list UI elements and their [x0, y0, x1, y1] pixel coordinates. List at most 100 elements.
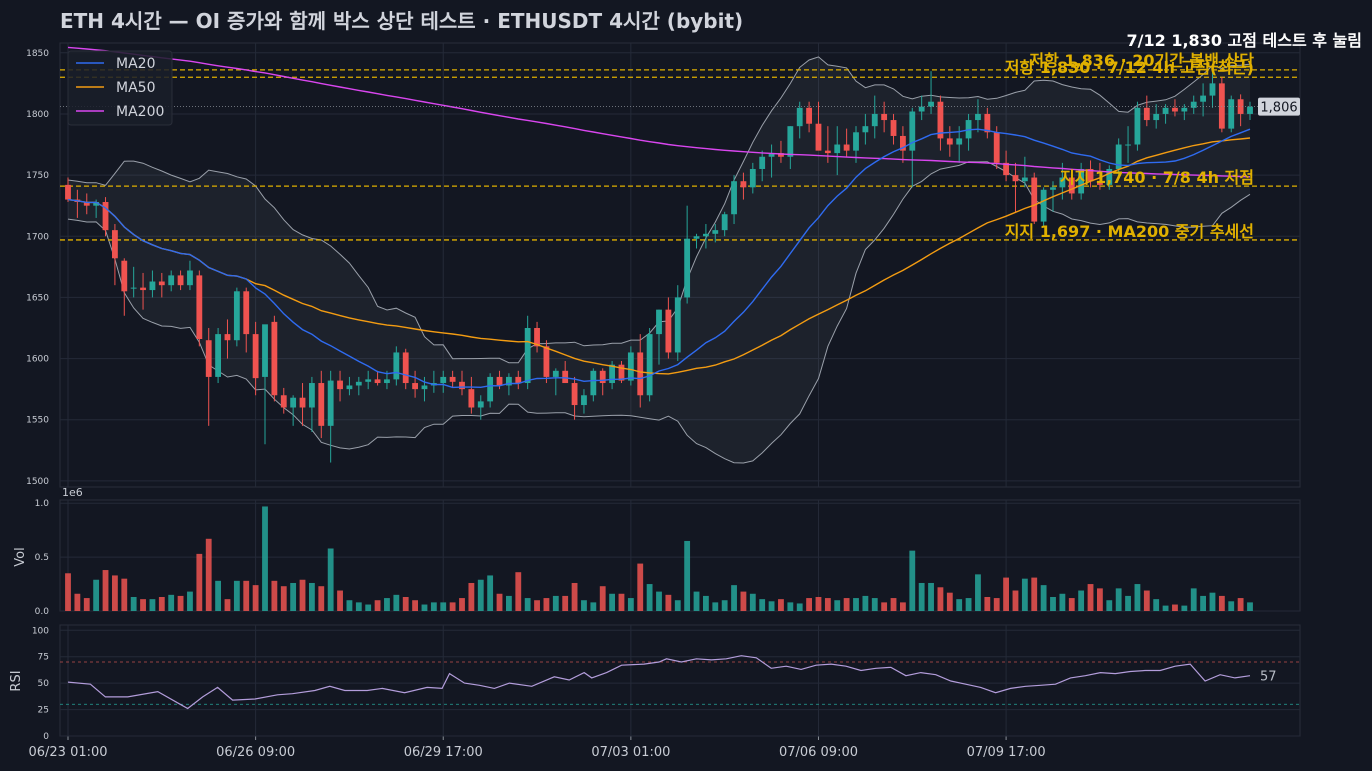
candle-body [890, 120, 897, 136]
volume-bar [562, 595, 569, 611]
volume-bar [862, 595, 869, 611]
candle-body [993, 132, 1000, 163]
rsi-panel [59, 624, 1301, 737]
candle-body [1218, 83, 1225, 129]
candle-body [224, 334, 231, 341]
x-tick-label: 06/23 01:00 [28, 745, 107, 760]
volume-bar [421, 604, 428, 611]
volume-bar [374, 600, 381, 611]
candle-body [749, 168, 756, 188]
volume-bar [149, 599, 156, 611]
volume-bar [440, 602, 447, 611]
volume-bar [299, 579, 306, 611]
candle-body [1153, 113, 1160, 121]
volume-bar [308, 582, 315, 611]
volume-bar [1237, 598, 1244, 611]
candle-body [1031, 177, 1038, 222]
legend-label: MA200 [116, 104, 164, 120]
price-panel [59, 42, 1301, 488]
volume-bar [384, 598, 390, 611]
volume-bar [609, 593, 616, 611]
candle-body [1172, 107, 1178, 112]
candle-body [1040, 189, 1047, 222]
candle-body [627, 352, 634, 381]
candle-body [609, 364, 616, 384]
volume-bar [590, 602, 597, 611]
candle-body [599, 370, 606, 384]
candle-body [646, 334, 653, 396]
volume-multiplier: 1e6 [62, 486, 83, 499]
volume-bar [93, 579, 100, 611]
volume-bar [702, 595, 709, 611]
bollinger-band-fill [68, 56, 1250, 464]
volume-bar [956, 599, 963, 611]
volume-bar [749, 593, 756, 611]
rsi-tick-label: 25 [38, 706, 49, 716]
candle-body [1200, 95, 1207, 102]
candle-body [637, 352, 644, 396]
candle-body [140, 287, 146, 291]
candle-body [308, 383, 315, 408]
candle-body [205, 340, 212, 377]
candle-body [271, 321, 278, 396]
candle-body [946, 138, 953, 145]
candle-body [843, 144, 850, 151]
rsi-last-value: 57 [1260, 670, 1277, 685]
x-tick-label: 07/06 09:00 [779, 745, 858, 760]
candle-body [327, 380, 334, 426]
candle-body [280, 395, 287, 408]
volume-bar [1059, 593, 1066, 611]
volume-bar [618, 593, 625, 611]
volume-bar [1172, 604, 1178, 611]
candle-body [1190, 101, 1197, 108]
candle-body [1125, 144, 1131, 146]
candle-body [158, 281, 165, 286]
volume-bar [646, 584, 653, 611]
volume-bar [346, 600, 353, 611]
volume-bar [1003, 577, 1010, 611]
volume-bar [1050, 596, 1056, 611]
volume-bar [1190, 588, 1197, 611]
candle-body [1143, 107, 1150, 121]
candle-body [1247, 106, 1253, 114]
last-price-label: 1,806 [1260, 101, 1297, 116]
candle-body [1106, 168, 1113, 185]
volume-bar [252, 585, 259, 611]
candle-body [562, 370, 569, 384]
candle-body [262, 324, 268, 377]
candle-body [984, 113, 991, 133]
volume-bar [243, 580, 250, 611]
volume-bar [674, 600, 681, 611]
last-price-badge [1258, 97, 1300, 116]
candle-body [834, 144, 841, 154]
volume-bar [712, 602, 719, 611]
candle-body [252, 334, 259, 379]
candle-body [796, 107, 803, 127]
volume-bar [984, 596, 991, 611]
candle-body [111, 230, 118, 259]
volume-bar [177, 595, 184, 611]
volume-bar [1087, 584, 1094, 611]
volume-bar [459, 598, 465, 611]
volume-bar [1040, 585, 1047, 611]
volume-bar [890, 598, 897, 611]
candle-body [693, 236, 700, 239]
volume-bar [599, 586, 606, 611]
x-tick-label: 07/09 17:00 [967, 745, 1046, 760]
volume-bar [693, 591, 700, 611]
rsi-tick-label: 75 [38, 653, 49, 663]
volume-bar [83, 598, 90, 611]
volume-bar [365, 604, 372, 611]
candle-body [674, 297, 681, 353]
volume-bar [477, 579, 484, 611]
volume-bar [74, 593, 81, 611]
volume-bar [224, 599, 231, 611]
volume-bar [1106, 600, 1113, 611]
candle-body [1181, 107, 1188, 112]
candle-body [768, 153, 775, 157]
candle-body [440, 376, 447, 384]
volume-bar [759, 599, 766, 611]
volume-bar [534, 600, 540, 611]
candle-body [187, 270, 193, 286]
candle-body [618, 364, 625, 381]
